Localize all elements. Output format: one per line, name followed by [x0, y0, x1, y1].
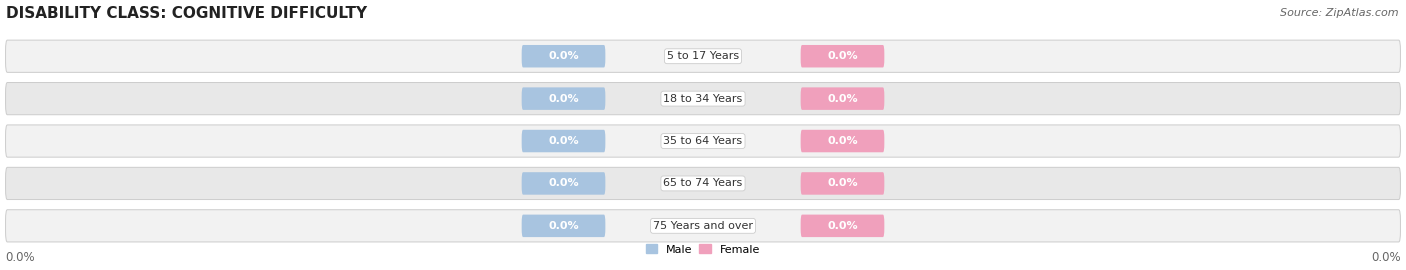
Text: Source: ZipAtlas.com: Source: ZipAtlas.com — [1281, 8, 1399, 18]
Text: 0.0%: 0.0% — [548, 51, 579, 61]
Text: 0.0%: 0.0% — [548, 136, 579, 146]
FancyBboxPatch shape — [800, 87, 884, 110]
Text: 5 to 17 Years: 5 to 17 Years — [666, 51, 740, 61]
Text: 0.0%: 0.0% — [548, 178, 579, 188]
Text: 18 to 34 Years: 18 to 34 Years — [664, 94, 742, 104]
FancyBboxPatch shape — [522, 215, 606, 237]
FancyBboxPatch shape — [6, 83, 1400, 115]
FancyBboxPatch shape — [6, 210, 1400, 242]
FancyBboxPatch shape — [800, 45, 884, 68]
Text: 0.0%: 0.0% — [548, 221, 579, 231]
FancyBboxPatch shape — [522, 45, 606, 68]
FancyBboxPatch shape — [800, 130, 884, 152]
Text: 0.0%: 0.0% — [1371, 251, 1400, 264]
Text: 0.0%: 0.0% — [548, 94, 579, 104]
FancyBboxPatch shape — [6, 125, 1400, 157]
Text: 0.0%: 0.0% — [827, 221, 858, 231]
FancyBboxPatch shape — [6, 167, 1400, 200]
Text: 0.0%: 0.0% — [827, 94, 858, 104]
Text: 75 Years and over: 75 Years and over — [652, 221, 754, 231]
FancyBboxPatch shape — [800, 215, 884, 237]
FancyBboxPatch shape — [800, 172, 884, 195]
Legend: Male, Female: Male, Female — [641, 240, 765, 259]
Text: 0.0%: 0.0% — [6, 251, 35, 264]
Text: 35 to 64 Years: 35 to 64 Years — [664, 136, 742, 146]
Text: 65 to 74 Years: 65 to 74 Years — [664, 178, 742, 188]
FancyBboxPatch shape — [522, 130, 606, 152]
Text: 0.0%: 0.0% — [827, 136, 858, 146]
FancyBboxPatch shape — [522, 87, 606, 110]
FancyBboxPatch shape — [522, 172, 606, 195]
Text: 0.0%: 0.0% — [827, 51, 858, 61]
FancyBboxPatch shape — [6, 40, 1400, 72]
Text: DISABILITY CLASS: COGNITIVE DIFFICULTY: DISABILITY CLASS: COGNITIVE DIFFICULTY — [6, 6, 367, 21]
Text: 0.0%: 0.0% — [827, 178, 858, 188]
